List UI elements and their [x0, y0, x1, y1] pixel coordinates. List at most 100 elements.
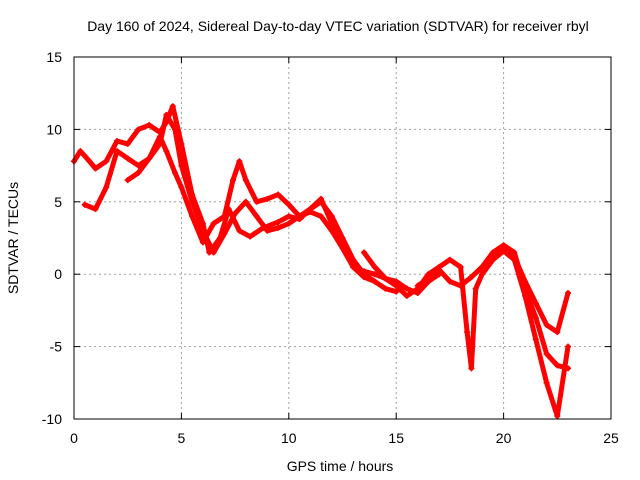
data-point-marker [103, 158, 110, 165]
data-point-marker [393, 288, 400, 295]
data-point-marker [77, 148, 84, 155]
data-point-marker [371, 278, 378, 285]
data-point-marker [253, 213, 260, 220]
data-point-marker [285, 201, 292, 208]
y-tick-label: -10 [42, 411, 62, 427]
x-tick-label: 15 [388, 430, 404, 446]
series-satellite-track-3 [125, 112, 442, 296]
data-point-marker [382, 275, 389, 282]
data-point-marker [156, 140, 163, 147]
data-point-marker [264, 195, 271, 202]
data-point-marker [232, 210, 239, 217]
y-tick-label: 0 [54, 266, 62, 282]
data-point-marker [436, 266, 443, 273]
data-point-marker [135, 126, 142, 133]
data-point-marker [457, 282, 464, 289]
data-point-marker [264, 227, 271, 234]
series-satellite-track-1 [71, 103, 378, 284]
y-tick-label: -5 [50, 339, 63, 355]
data-point-marker [296, 213, 303, 220]
chart-title: Day 160 of 2024, Sidereal Day-to-day VTE… [87, 18, 589, 34]
data-point-marker [242, 198, 249, 205]
data-point-marker [113, 137, 120, 144]
data-point-marker [339, 235, 346, 241]
data-point-marker [350, 263, 357, 270]
data-point-marker [307, 208, 314, 215]
x-axis-label: GPS time / hours [287, 458, 394, 474]
data-point-marker [554, 329, 561, 336]
data-point-marker [472, 285, 479, 292]
data-point-marker [189, 213, 196, 220]
data-point-marker [371, 271, 378, 278]
data-point-marker [275, 191, 282, 198]
data-point-marker [339, 245, 346, 252]
data-point-marker [199, 227, 206, 234]
data-point-marker [479, 268, 486, 275]
data-point-marker [210, 220, 217, 227]
data-point-marker [124, 177, 131, 184]
plot-frame [73, 56, 612, 420]
data-point-marker [146, 122, 153, 129]
data-point-marker [318, 198, 325, 205]
data-point-marker [81, 201, 88, 208]
data-point-marker [124, 140, 131, 147]
data-point-marker [163, 111, 170, 118]
data-point-marker [135, 169, 142, 176]
data-point-marker [511, 249, 518, 256]
data-point-marker [532, 336, 539, 343]
data-point-marker [275, 224, 282, 231]
data-point-marker [318, 213, 325, 220]
data-point-marker [382, 285, 389, 292]
data-point-marker [83, 155, 90, 162]
data-point-marker [457, 263, 464, 270]
data-point-marker [414, 282, 421, 289]
grid [74, 57, 611, 419]
x-tick-label: 20 [496, 430, 512, 446]
data-point-marker [113, 148, 120, 155]
data-point-marker [532, 300, 539, 307]
data-point-marker [275, 219, 282, 226]
data-point-marker [543, 321, 550, 328]
data-point-marker [236, 227, 243, 234]
series-satellite-track-4 [361, 245, 571, 371]
y-tick-label: 15 [46, 49, 62, 65]
x-tick-label: 0 [70, 430, 78, 446]
data-point-marker [403, 292, 410, 299]
data-series [71, 103, 572, 420]
data-point-marker [199, 239, 206, 246]
data-point-marker [221, 213, 228, 220]
data-point-marker [169, 103, 176, 110]
data-point-marker [103, 184, 110, 191]
data-point-marker [189, 198, 196, 205]
data-point-marker [221, 230, 228, 237]
data-point-marker [285, 220, 292, 227]
series-satellite-track-2 [82, 134, 399, 295]
data-point-marker [500, 248, 507, 255]
data-point-marker [247, 233, 254, 240]
data-point-marker [124, 155, 131, 162]
data-point-marker [285, 213, 292, 220]
data-point-marker [532, 314, 539, 321]
data-point-marker [242, 177, 249, 184]
data-point-marker [328, 227, 335, 234]
data-point-marker [425, 275, 432, 282]
data-point-marker [403, 285, 410, 292]
data-point-marker [328, 213, 335, 220]
data-point-marker [511, 256, 518, 263]
data-point-marker [210, 249, 217, 256]
axis-ticks: 0 5 10 15 20 25 -10 -5 0 5 10 15 [42, 49, 619, 446]
data-point-marker [554, 362, 561, 369]
x-tick-label: 10 [281, 430, 297, 446]
data-point-marker [446, 278, 453, 285]
data-point-marker [229, 177, 236, 184]
data-point-marker [565, 343, 572, 350]
data-point-marker [489, 249, 496, 256]
x-tick-label: 5 [178, 430, 186, 446]
data-point-marker [543, 350, 550, 357]
data-point-marker [446, 256, 453, 263]
y-axis-label: SDTVAR / TECUs [5, 182, 21, 294]
data-point-marker [543, 379, 550, 386]
data-point-marker [468, 274, 475, 281]
data-point-marker [500, 242, 507, 249]
data-point-marker [371, 263, 378, 270]
